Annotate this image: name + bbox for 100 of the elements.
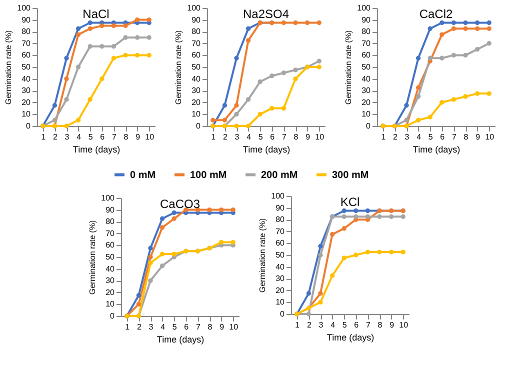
point: [474, 46, 480, 52]
point: [463, 52, 468, 58]
x-tick-label: 3: [148, 322, 154, 332]
point: [218, 240, 224, 245]
y-tick-label: 70: [362, 38, 372, 48]
y-tick-label: 80: [106, 217, 116, 226]
point: [136, 293, 142, 298]
x-tick-label: 9: [390, 320, 395, 330]
x-tick-label: 3: [64, 132, 70, 142]
point: [416, 94, 421, 99]
point: [148, 246, 153, 250]
x-tick-label: 10: [485, 132, 495, 142]
point: [88, 26, 92, 31]
point: [451, 97, 456, 102]
point: [404, 118, 409, 122]
point: [342, 226, 346, 231]
x-tick-label: 2: [52, 132, 58, 142]
y-tick-label: 30: [106, 276, 116, 286]
point: [316, 64, 322, 70]
y-tick-label: 10: [106, 300, 116, 309]
x-axis-title: Time (days): [72, 144, 120, 154]
y-tick-label: 100: [271, 192, 286, 200]
point: [486, 26, 492, 31]
y-tick-label: 20: [362, 98, 372, 107]
point: [270, 106, 274, 111]
y-tick-label: 40: [106, 264, 116, 274]
y-tick-label: 70: [106, 228, 116, 238]
point: [451, 26, 456, 31]
x-tick-label: 5: [428, 132, 434, 142]
x-tick-label: 5: [342, 320, 348, 330]
x-tick-label: 1: [41, 132, 46, 142]
point: [64, 56, 69, 60]
point: [246, 26, 251, 31]
y-tick-label: 0: [26, 122, 32, 130]
x-tick-label: 8: [378, 320, 383, 330]
y-tick-label: 90: [276, 203, 286, 212]
point: [428, 56, 432, 60]
point: [218, 207, 224, 212]
y-tick-label: 10: [276, 298, 286, 307]
y-tick-label: 40: [192, 74, 202, 84]
point: [416, 56, 421, 60]
point: [64, 97, 69, 102]
x-tick-label: 4: [76, 132, 82, 142]
point: [64, 124, 69, 128]
point: [318, 244, 323, 248]
point: [440, 100, 444, 105]
y-tick-label: 100: [187, 4, 202, 12]
x-tick-label: 2: [136, 322, 142, 332]
point: [316, 58, 322, 64]
point: [428, 26, 432, 31]
x-axis-title: Time (days): [326, 332, 374, 342]
chart-title: NaCl: [82, 7, 110, 21]
x-tick-label: 5: [88, 132, 94, 142]
point: [246, 38, 251, 43]
point: [304, 20, 310, 26]
x-tick-label: 7: [282, 132, 287, 142]
point: [440, 32, 444, 37]
point: [172, 210, 176, 216]
y-tick-label: 30: [362, 86, 372, 96]
point: [234, 124, 239, 128]
x-tick-label: 8: [294, 132, 299, 142]
point: [474, 91, 480, 96]
point: [76, 64, 81, 70]
chart-title: CaCO3: [160, 197, 200, 211]
y-tick-label: 100: [17, 4, 32, 12]
x-tick-label: 10: [229, 322, 239, 332]
point: [306, 291, 312, 296]
y-tick-label: 50: [192, 62, 202, 72]
x-tick-label: 10: [145, 132, 155, 142]
point: [342, 208, 346, 214]
point: [246, 97, 251, 102]
y-tick-label: 90: [192, 15, 202, 24]
y-axis-title: Germination rate (%): [4, 30, 14, 105]
point: [365, 250, 370, 254]
legend-label: 0 mM: [130, 170, 156, 181]
point: [146, 52, 152, 58]
x-tick-label: 3: [318, 320, 324, 330]
legend-label: 100 mM: [190, 170, 227, 181]
x-tick-label: 6: [184, 322, 190, 332]
point: [64, 76, 69, 82]
x-axis-title: Time (days): [156, 334, 204, 344]
point: [111, 56, 116, 60]
y-tick-label: 10: [362, 110, 372, 119]
point: [123, 52, 128, 58]
point: [451, 52, 456, 58]
x-axis-title: Time (days): [242, 144, 290, 154]
point: [76, 118, 81, 122]
point: [306, 312, 312, 316]
point: [330, 273, 335, 278]
x-tick-label: 2: [222, 132, 228, 142]
point: [160, 252, 165, 256]
y-tick-label: 30: [192, 86, 202, 96]
point: [318, 291, 323, 296]
point: [463, 20, 468, 26]
y-tick-label: 10: [22, 110, 32, 119]
y-tick-label: 10: [192, 110, 202, 119]
point: [400, 250, 406, 254]
y-tick-label: 90: [22, 15, 32, 24]
y-tick-label: 30: [22, 86, 32, 96]
y-tick-label: 100: [357, 4, 372, 12]
